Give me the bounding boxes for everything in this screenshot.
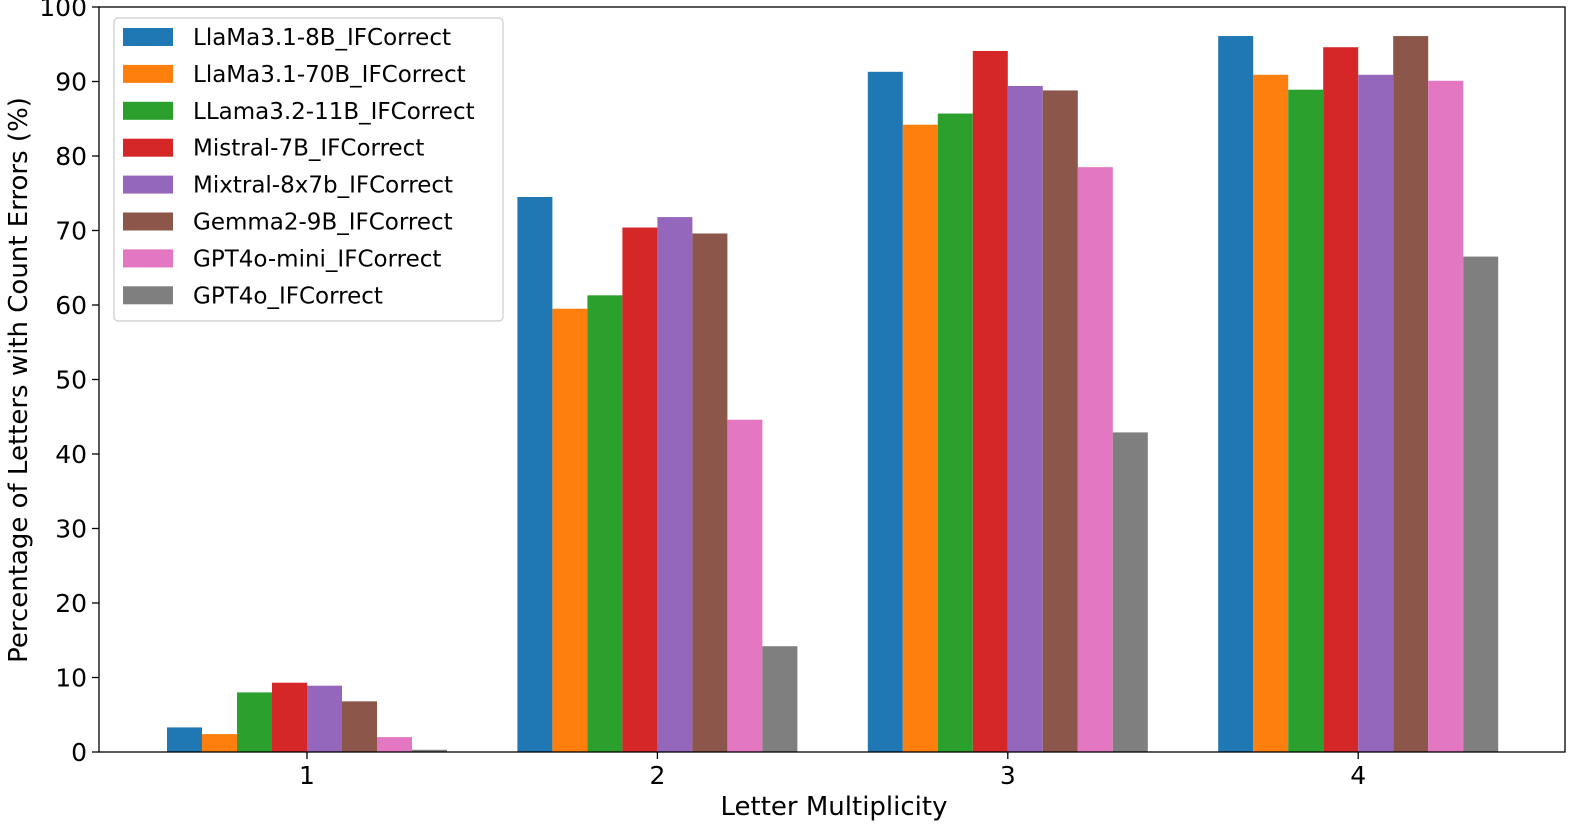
legend-swatch — [123, 212, 173, 231]
legend-swatch — [123, 64, 173, 83]
bar — [1428, 80, 1464, 752]
bar — [867, 71, 903, 752]
bar — [1077, 167, 1113, 753]
y-tick-label: 30 — [55, 515, 87, 544]
legend-swatch — [123, 138, 173, 157]
bar — [237, 692, 272, 752]
bar — [412, 749, 447, 752]
bar — [377, 737, 412, 752]
legend-swatch — [123, 286, 173, 305]
bar — [587, 295, 623, 752]
bar — [937, 113, 973, 752]
x-tick-label: 4 — [1350, 761, 1366, 790]
bar — [622, 227, 658, 752]
bar — [342, 701, 377, 752]
bar — [1112, 432, 1148, 752]
y-tick-label: 80 — [55, 142, 87, 171]
bar — [202, 734, 237, 752]
bar — [1288, 89, 1324, 752]
x-tick-label: 2 — [649, 761, 665, 790]
bar — [1323, 47, 1359, 753]
bar — [1218, 36, 1254, 753]
y-tick-label: 60 — [55, 291, 87, 320]
bar — [657, 217, 693, 753]
x-axis-label: Letter Multiplicity — [721, 792, 948, 822]
bar — [762, 646, 798, 752]
y-tick-label: 40 — [55, 440, 87, 469]
legend-label: GPT4o-mini_IFCorrect — [193, 246, 441, 272]
bar — [552, 308, 588, 752]
y-axis-label: Percentage of Letters with Count Errors … — [4, 97, 34, 663]
bar — [1358, 74, 1394, 753]
legend-swatch — [123, 249, 173, 268]
bar — [1253, 74, 1289, 753]
bar — [307, 685, 342, 752]
legend-label: Mixtral-8x7b_IFCorrect — [193, 173, 453, 199]
bar — [902, 124, 938, 752]
legend-swatch — [123, 175, 173, 194]
legend-swatch — [123, 101, 173, 120]
legend-label: Mistral-7B_IFCorrect — [193, 136, 424, 162]
bar — [692, 233, 728, 753]
bar — [1042, 90, 1078, 752]
legend-swatch — [123, 28, 173, 46]
bar — [1463, 256, 1499, 752]
x-tick-label: 1 — [299, 761, 315, 790]
y-tick-label: 100 — [39, 0, 87, 22]
y-tick-label: 0 — [71, 738, 87, 767]
bars-layer — [167, 36, 1499, 753]
bar — [1007, 85, 1043, 753]
y-tick-label: 90 — [55, 68, 87, 97]
legend-label: LLama3.2-11B_IFCorrect — [193, 99, 475, 125]
legend-label: Gemma2-9B_IFCorrect — [193, 210, 453, 236]
legend-label: LlaMa3.1-8B_IFCorrect — [193, 25, 451, 51]
bar — [727, 419, 763, 752]
y-tick-label: 20 — [55, 589, 87, 618]
y-tick-label: 50 — [55, 366, 87, 395]
x-tick-label: 3 — [1000, 761, 1016, 790]
bar — [1393, 36, 1429, 753]
bar — [517, 196, 553, 753]
y-tick-label: 10 — [55, 664, 87, 693]
legend: LlaMa3.1-8B_IFCorrect LlaMa3.1-70B_IFCorr… — [113, 17, 504, 322]
bar — [167, 727, 202, 752]
y-tick-label: 70 — [55, 217, 87, 246]
bar — [972, 50, 1008, 752]
legend-label: GPT4o_IFCorrect — [193, 283, 383, 309]
legend-box — [113, 17, 504, 322]
legend-label: LlaMa3.1-70B_IFCorrect — [193, 62, 466, 88]
axes-layer: 0 10 20 30 40 50 60 70 80 90 100 1 2 3 4 — [39, 0, 1566, 790]
bar — [272, 682, 307, 752]
